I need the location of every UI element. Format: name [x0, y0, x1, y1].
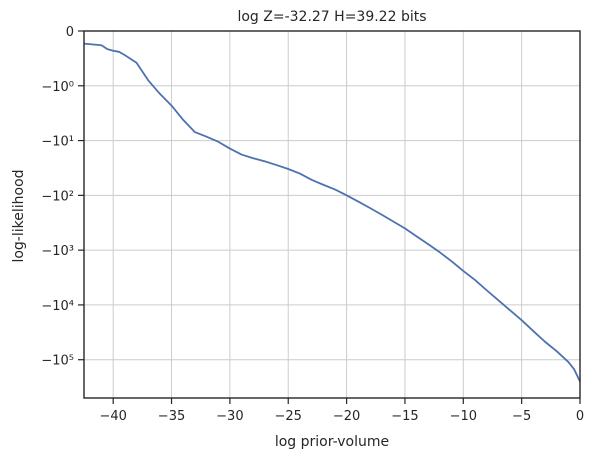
y-tick-label: −10² [41, 189, 74, 204]
y-axis-label: log-likelihood [11, 169, 27, 262]
x-tick-label: −40 [99, 409, 126, 424]
chart-title: log Z=-32.27 H=39.22 bits [237, 9, 426, 25]
y-tick-label: −10⁵ [41, 354, 74, 369]
x-tick-label: −15 [391, 409, 418, 424]
y-tick-label: −10⁰ [41, 80, 74, 95]
x-axis-label: log prior-volume [275, 434, 389, 450]
x-tick-label: −10 [450, 409, 477, 424]
y-tick-label: −10¹ [41, 135, 74, 150]
x-tick-label: 0 [576, 409, 584, 424]
x-tick-label: −30 [216, 409, 243, 424]
axes-frame [83, 30, 581, 399]
series-line [83, 42, 581, 382]
x-tick-label: −5 [512, 409, 531, 424]
x-tick-label: −20 [333, 409, 360, 424]
grid-lines [84, 30, 581, 398]
y-axis-ticks: 0 −10⁰ −10¹ −10² −10³ −10⁴ −10⁵ [41, 25, 84, 369]
y-tick-label: −10⁴ [41, 299, 74, 314]
y-tick-label: 0 [66, 25, 74, 40]
y-tick-label: −10³ [41, 244, 74, 259]
x-axis-ticks: −40 −35 −30 −25 −20 −15 −10 −5 0 [99, 398, 584, 424]
x-tick-label: −25 [275, 409, 302, 424]
x-tick-label: −35 [158, 409, 185, 424]
